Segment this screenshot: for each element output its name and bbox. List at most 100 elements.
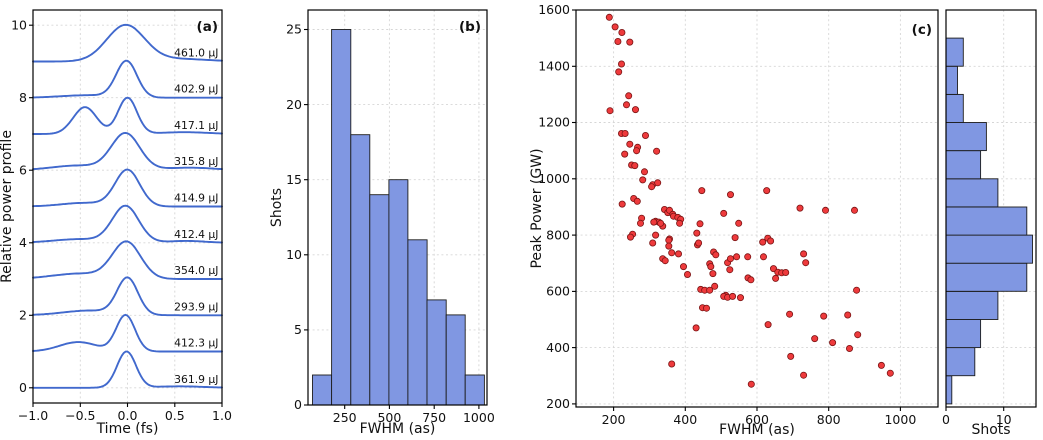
histogram-bar-fwhm — [331, 29, 352, 406]
scatter-point — [695, 239, 703, 247]
x-tick-label: −1.0 — [18, 408, 48, 423]
x-tick-label: 600 — [745, 412, 769, 427]
axis-frame — [307, 9, 488, 406]
y-tick-label: 2 — [19, 308, 27, 323]
pulse-energy-label: 354.0 µJ — [174, 264, 218, 277]
power-profile-curve — [32, 313, 223, 353]
scatter-point — [626, 38, 634, 46]
y-tick-label: 6 — [19, 162, 27, 177]
scatter-point — [727, 255, 735, 263]
y-tick-label: 25 — [286, 22, 302, 37]
histogram-bar-peak-power — [945, 65, 958, 95]
x-tick-label: 0.0 — [118, 408, 138, 423]
scatter-point — [712, 251, 720, 259]
pulse-energy-label: 412.3 µJ — [174, 337, 218, 350]
scatter-point — [720, 209, 728, 217]
panel-letter: (b) — [459, 19, 481, 35]
scatter-point — [654, 179, 662, 187]
y-tick-label: 10 — [286, 247, 302, 262]
scatter-point — [618, 60, 626, 68]
y-tick-label: 4 — [19, 235, 27, 250]
y-tick-label: 600 — [546, 284, 570, 299]
power-profile-curve — [32, 131, 223, 171]
y-tick-label: 5 — [294, 322, 302, 337]
histogram-bar-peak-power — [945, 122, 987, 152]
y-tick-label: 400 — [546, 340, 570, 355]
scatter-point — [618, 28, 626, 36]
pulse-energy-label: 361.9 µJ — [174, 373, 218, 386]
scatter-point — [665, 236, 673, 244]
histogram-bar-fwhm — [369, 194, 390, 406]
scatter-point — [800, 371, 808, 379]
histogram-bar-peak-power — [945, 150, 982, 180]
scatter-point — [726, 266, 734, 274]
scatter-point — [676, 219, 684, 227]
scatter-point — [621, 150, 629, 158]
pulse-energy-label: 461.0 µJ — [174, 47, 218, 60]
histogram-bar-fwhm — [426, 299, 447, 406]
panel-a: 361.9 µJ 412.3 µJ 293.9 µJ 354.0 µJ 412.4 µJ… — [0, 9, 232, 437]
scatter-point — [631, 162, 639, 170]
scatter-point — [735, 219, 743, 227]
scatter-point — [675, 250, 683, 258]
scatter-point — [652, 231, 660, 239]
scatter-point — [618, 200, 626, 208]
scatter-point — [802, 259, 810, 267]
pulse-energy-label: 293.9 µJ — [174, 300, 218, 313]
scatter-point — [637, 219, 645, 227]
scatter-point — [623, 101, 631, 109]
scatter-point — [680, 263, 688, 271]
y-tick-label: 20 — [286, 97, 302, 112]
scatter-point — [853, 286, 861, 294]
scatter-point — [787, 352, 795, 360]
scatter-point — [764, 321, 772, 329]
y-axis-label-a: Relative power profile — [0, 130, 15, 283]
axis-frame — [945, 9, 1037, 408]
histogram-bar-peak-power — [945, 319, 982, 349]
scatter-point — [707, 263, 715, 271]
power-profile-curve — [32, 350, 223, 389]
x-tick-label: 1.0 — [212, 408, 232, 423]
x-tick-label: 500 — [377, 410, 401, 425]
histogram-bar-peak-power — [945, 206, 1028, 236]
x-tick-label: 750 — [422, 410, 446, 425]
scatter-point — [625, 92, 633, 100]
x-tick-label: 0 — [942, 412, 950, 427]
power-profile-curve — [32, 276, 223, 317]
scatter-point — [759, 238, 767, 246]
scatter-point — [706, 286, 714, 294]
scatter-point — [786, 310, 794, 318]
scatter-point — [796, 204, 804, 212]
power-profile-curve — [32, 96, 223, 135]
y-tick-label: 0 — [19, 380, 27, 395]
scatter-point — [642, 131, 650, 139]
histogram-bar-peak-power — [945, 178, 999, 208]
scatter-point — [650, 218, 658, 226]
scatter-point — [668, 249, 676, 257]
histogram-bar-peak-power — [945, 93, 964, 123]
x-tick-label: 10 — [996, 412, 1012, 427]
panel-b: 250 500 750 1000 0 5 10 15 20 25 FWHM (as) Shots (b) — [269, 9, 495, 437]
panel-letter: (a) — [197, 19, 218, 35]
scatter-point — [709, 270, 717, 278]
power-profile-curve — [32, 59, 223, 99]
pulse-energy-label: 417.1 µJ — [174, 119, 218, 132]
y-tick-label: 200 — [546, 396, 570, 411]
scatter-point — [632, 106, 640, 114]
scatter-point — [800, 250, 808, 258]
scatter-point — [772, 274, 780, 282]
x-tick-label: 400 — [673, 412, 697, 427]
pulse-energy-label: 402.9 µJ — [174, 83, 218, 96]
y-axis-label-b: Shots — [269, 188, 285, 227]
histogram-bar-fwhm — [445, 314, 466, 406]
scatter-point — [653, 147, 661, 155]
histogram-bar-peak-power — [945, 262, 1028, 292]
scatter-point — [649, 239, 657, 247]
scatter-point — [829, 339, 837, 347]
scatter-point — [615, 68, 623, 76]
scatter-point — [626, 140, 634, 148]
scatter-point — [668, 360, 676, 368]
scatter-point — [703, 304, 711, 312]
power-profile-curve — [32, 168, 223, 208]
